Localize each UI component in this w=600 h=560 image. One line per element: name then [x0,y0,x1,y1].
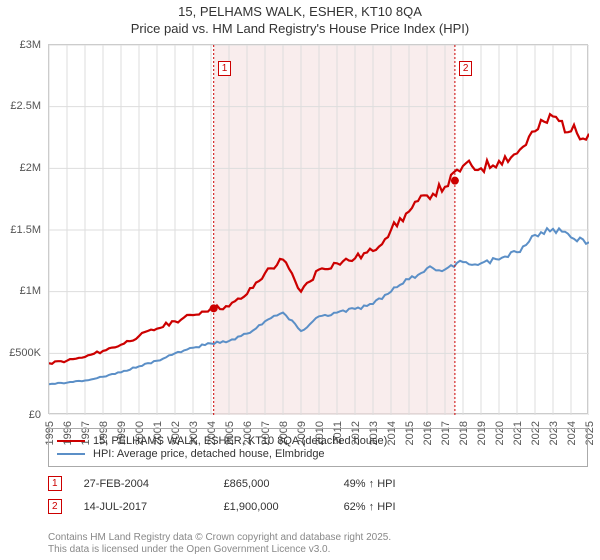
y-tick-label: £3M [1,39,41,51]
plot-svg [49,45,589,415]
chart-title-line1: 15, PELHAMS WALK, ESHER, KT10 8QA [0,4,600,21]
legend-row: 15, PELHAMS WALK, ESHER, KT10 8QA (detac… [57,435,579,447]
y-tick-label: £1.5M [1,224,41,236]
y-tick-label: £2M [1,162,41,174]
sale-price: £1,900,000 [224,501,344,513]
legend-swatch [57,453,85,455]
chart-container: { "title": { "line1": "15, PELHAMS WALK,… [0,0,600,560]
copyright-block: Contains HM Land Registry data © Crown c… [48,532,588,556]
chart-title-block: 15, PELHAMS WALK, ESHER, KT10 8QA Price … [0,0,600,38]
plot-area: £0£500K£1M£1.5M£2M£2.5M£3M19951996199719… [48,44,588,414]
sale-pct: 62% ↑ HPI [344,501,464,513]
sale-date: 27-FEB-2004 [84,478,224,490]
copyright-line2: This data is licensed under the Open Gov… [48,544,588,556]
sale-pct: 49% ↑ HPI [344,478,464,490]
chart-title-line2: Price paid vs. HM Land Registry's House … [0,21,600,38]
sale-date: 14-JUL-2017 [84,501,224,513]
sale-row: 2 14-JUL-2017£1,900,00062% ↑ HPI [48,495,588,518]
legend-label: HPI: Average price, detached house, Elmb… [93,448,325,460]
sale-marker-badge: 2 [459,61,473,76]
legend-label: 15, PELHAMS WALK, ESHER, KT10 8QA (detac… [93,435,387,447]
sale-badge: 2 [48,499,62,514]
sale-marker-badge: 1 [218,61,232,76]
sale-price: £865,000 [224,478,344,490]
y-tick-label: £2.5M [1,100,41,112]
y-tick-label: £1M [1,285,41,297]
sale-badge: 1 [48,476,62,491]
sales-table: 1 27-FEB-2004£865,00049% ↑ HPI 2 14-JUL-201… [48,472,588,518]
sale-row: 1 27-FEB-2004£865,00049% ↑ HPI [48,472,588,495]
y-tick-label: £500K [1,347,41,359]
legend-box: 15, PELHAMS WALK, ESHER, KT10 8QA (detac… [48,428,588,467]
copyright-line1: Contains HM Land Registry data © Crown c… [48,532,588,544]
y-tick-label: £0 [1,409,41,421]
legend-swatch [57,440,85,442]
legend-row: HPI: Average price, detached house, Elmb… [57,448,579,460]
